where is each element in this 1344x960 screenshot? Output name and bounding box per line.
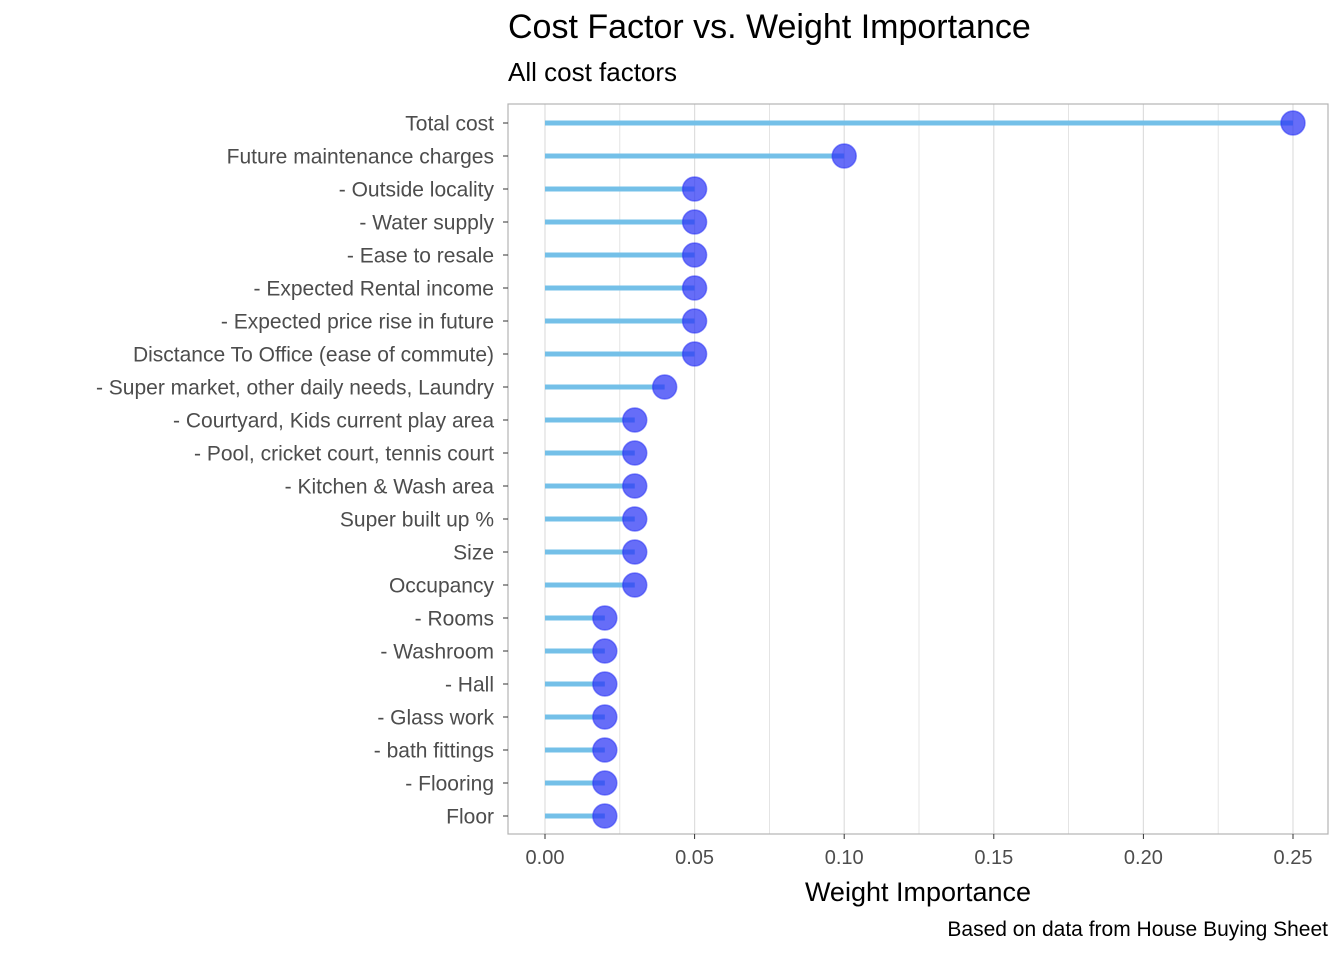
category-label: - Expected Rental income xyxy=(254,278,494,301)
category-label: Floor xyxy=(446,806,494,829)
lollipop-point xyxy=(622,473,648,499)
lollipop-point xyxy=(592,638,618,664)
chart-title: Cost Factor vs. Weight Importance xyxy=(508,8,1031,46)
lollipop-point xyxy=(622,440,648,466)
chart-subtitle: All cost factors xyxy=(508,57,678,87)
lollipop-point xyxy=(622,506,648,532)
category-label: Super built up % xyxy=(340,509,494,532)
x-tick-label: 0.25 xyxy=(1274,847,1313,869)
chart-marks xyxy=(545,110,1306,829)
lollipop-point xyxy=(592,671,618,697)
category-label: - Glass work xyxy=(377,707,494,730)
lollipop-point xyxy=(592,803,618,829)
category-label: - Outside locality xyxy=(339,179,495,202)
x-axis-title: Weight Importance xyxy=(805,877,1031,907)
category-label: Total cost xyxy=(405,113,494,136)
category-label: - Hall xyxy=(445,674,494,697)
lollipop-point xyxy=(622,539,648,565)
category-label: - Kitchen & Wash area xyxy=(285,476,495,499)
x-axis-ticks: 0.00 0.05 0.10 0.15 0.20 0.25 xyxy=(526,834,1313,869)
lollipop-point xyxy=(681,176,708,202)
category-label: - Washroom xyxy=(380,641,494,664)
lollipop-point xyxy=(681,341,708,367)
category-label: - Rooms xyxy=(415,608,494,631)
lollipop-point xyxy=(1280,110,1306,136)
lollipop-point xyxy=(831,143,857,169)
lollipop-point xyxy=(651,374,678,400)
lollipop-point xyxy=(681,275,708,301)
lollipop-point xyxy=(592,704,618,730)
lollipop-point xyxy=(681,308,708,334)
category-label: - bath fittings xyxy=(374,740,494,763)
lollipop-point xyxy=(681,209,708,235)
lollipop-point xyxy=(681,242,708,268)
x-tick-label: 0.20 xyxy=(1124,847,1163,869)
lollipop-point xyxy=(622,407,648,433)
category-label: - Ease to resale xyxy=(347,245,494,268)
category-label: Occupancy xyxy=(389,575,495,598)
lollipop-point xyxy=(592,737,618,763)
category-label: - Super market, other daily needs, Laund… xyxy=(96,377,495,400)
category-label: - Expected price rise in future xyxy=(221,311,494,334)
x-tick-label: 0.10 xyxy=(825,847,864,869)
x-tick-label: 0.00 xyxy=(526,847,565,869)
category-label: - Pool, cricket court, tennis court xyxy=(194,443,494,466)
lollipop-point xyxy=(592,770,618,796)
x-tick-label: 0.05 xyxy=(675,847,714,869)
category-label: - Water supply xyxy=(359,212,494,235)
lollipop-point xyxy=(592,605,618,631)
category-label: - Courtyard, Kids current play area xyxy=(173,410,494,433)
category-labels: Total cost Future maintenance charges - Ou… xyxy=(96,113,508,829)
category-label: Future maintenance charges xyxy=(227,146,494,169)
panel-border xyxy=(507,103,1329,835)
category-label: Size xyxy=(453,542,494,565)
category-label: - Flooring xyxy=(405,773,494,796)
x-tick-label: 0.15 xyxy=(974,847,1013,869)
chart-caption: Based on data from House Buying Sheet xyxy=(947,918,1328,941)
gridlines xyxy=(544,104,1294,834)
lollipop-point xyxy=(622,572,648,598)
category-label: Disctance To Office (ease of commute) xyxy=(133,344,494,367)
